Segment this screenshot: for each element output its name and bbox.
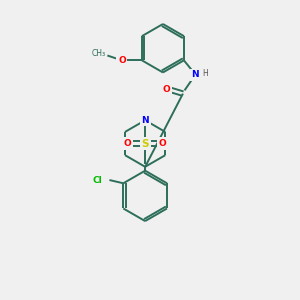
Text: N: N (191, 70, 199, 80)
Text: O: O (159, 139, 167, 148)
Text: O: O (124, 139, 132, 148)
Text: O: O (162, 85, 170, 94)
Text: O: O (118, 56, 126, 65)
Text: S: S (141, 139, 149, 148)
Text: H: H (202, 69, 208, 78)
Text: CH₃: CH₃ (92, 50, 106, 58)
Text: N: N (141, 116, 149, 125)
Text: Cl: Cl (93, 176, 102, 184)
